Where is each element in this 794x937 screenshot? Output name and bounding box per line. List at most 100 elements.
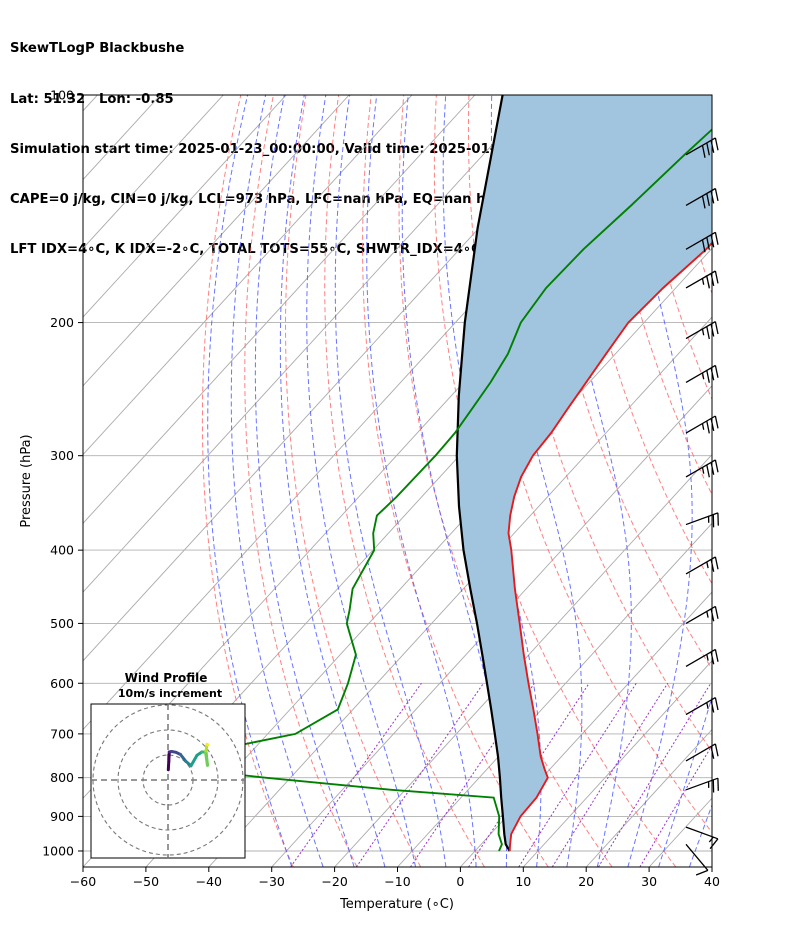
wind-barb-half-flag — [701, 423, 705, 430]
dry-adiabat-line — [244, 95, 358, 867]
dewpoint-line — [161, 128, 712, 852]
wind-barb-flag — [706, 275, 710, 289]
wind-barb-flag — [710, 462, 715, 475]
x-tick-label: 30 — [641, 874, 657, 889]
wind-barb-flag — [710, 234, 715, 248]
mixing-ratio-line — [290, 683, 422, 867]
wind-barb-staff — [685, 364, 716, 383]
axes: −60 −50 −40 −30 −20 −10 0 10 20 30 40 100 200 300 400 5… — [42, 88, 720, 890]
wind-barb-staff — [685, 697, 716, 716]
wind-barb-flag — [714, 649, 719, 662]
mixing-ratio-line — [597, 683, 712, 867]
index-line: LFT IDX=4∘C, K IDX=-2∘C, TOTAL TOTS=55∘C… — [10, 241, 481, 257]
dry-adiabat-line — [762, 95, 794, 867]
hodograph-title: Wind Profile — [125, 671, 208, 685]
isotherm-line — [83, 95, 413, 456]
x-tick-label: −20 — [321, 874, 347, 889]
wind-barb-flag — [710, 699, 715, 713]
wind-barb-staff — [685, 321, 716, 340]
y-tick-label: 100 — [50, 88, 74, 103]
x-tick-label: 0 — [456, 874, 464, 889]
wind-barb-half-flag — [706, 611, 709, 618]
y-tick-label: 300 — [50, 448, 74, 463]
wind-barb-flag — [710, 746, 715, 759]
chart-title: SkewTLogP Blackbushe — [10, 41, 185, 57]
wind-barb-flag — [714, 270, 719, 284]
isotherm-line — [334, 453, 712, 867]
wind-barb-flag — [710, 418, 715, 432]
wind-barb — [685, 843, 709, 876]
y-axis-label: Pressure (hPa) — [19, 434, 34, 527]
wind-barb-flag — [706, 237, 710, 250]
wind-barb-flag — [695, 869, 709, 876]
wind-barb-staff — [685, 743, 716, 762]
moist-adiabat-line — [366, 95, 477, 867]
y-tick-label: 800 — [50, 770, 74, 785]
wind-barb-flag — [710, 651, 715, 665]
wind-barb-staff — [685, 270, 716, 289]
x-tick-label: 10 — [515, 874, 531, 889]
wind-barb-flag — [706, 142, 710, 156]
wind-barb-flag — [710, 559, 715, 572]
wind-barb-flag — [706, 193, 710, 207]
wind-barb-staff — [685, 843, 709, 871]
wind-barb-flag — [714, 188, 719, 202]
isotherm-line — [83, 95, 539, 593]
mixing-ratio-line — [468, 683, 590, 867]
wind-barb-flag — [714, 321, 719, 335]
wind-barb-flag — [709, 838, 719, 850]
moist-adiabat-line — [334, 95, 447, 867]
wind-barb-staff — [685, 459, 716, 478]
wind-barb-staff — [685, 137, 716, 156]
x-tick-label: −60 — [70, 874, 96, 889]
mixing-ratio-line — [639, 744, 712, 867]
isotherm-line — [208, 316, 712, 867]
plot-area — [83, 95, 794, 867]
x-tick-label: −10 — [384, 874, 410, 889]
wind-barb-flag — [701, 195, 706, 209]
dry-adiabat-line — [566, 95, 712, 585]
hodograph-segment — [167, 750, 171, 763]
wind-barb-flag — [714, 365, 719, 378]
wind-barb — [685, 512, 719, 528]
wind-barb — [685, 137, 719, 158]
wind-barb-staff — [685, 605, 716, 624]
hodograph-segment — [189, 753, 199, 768]
isotherm-line — [83, 95, 476, 524]
wind-barb — [685, 556, 719, 575]
x-tick-label: −50 — [133, 874, 159, 889]
wind-barb-staff — [685, 826, 719, 840]
wind-barb — [685, 187, 719, 209]
wind-barb-flag — [710, 367, 715, 381]
temperature-line — [507, 241, 712, 852]
mixing-ratio-line — [355, 683, 484, 867]
mixing-ratio-line — [518, 683, 637, 867]
wind-barb — [685, 697, 719, 716]
wind-barb — [685, 777, 719, 793]
x-tick-label: 40 — [704, 874, 720, 889]
dry-adiabat-line — [201, 95, 294, 867]
x-tick-label: −30 — [259, 874, 285, 889]
wind-barb — [685, 270, 719, 289]
wind-barb — [685, 826, 719, 850]
moist-adiabat-line — [688, 803, 712, 867]
wind-barb-flag — [714, 415, 719, 429]
isotherm-line — [522, 660, 712, 867]
y-tick-label: 400 — [50, 543, 74, 558]
moist-adiabat-line — [254, 95, 355, 867]
y-tick-label: 700 — [50, 726, 74, 741]
wind-barb-flag — [714, 232, 719, 245]
wind-barb-staff — [685, 415, 716, 434]
wind-barb — [685, 743, 719, 762]
moist-adiabat-line — [549, 95, 632, 867]
cin-shading — [456, 95, 712, 851]
wind-barb-staff — [685, 648, 716, 667]
wind-barb-half-flag — [706, 561, 709, 569]
dry-adiabat-line — [730, 95, 794, 867]
parcel-profile-line — [455, 95, 511, 852]
wind-barb-half-flag — [701, 278, 705, 285]
moist-adiabat-line — [207, 95, 293, 867]
wind-barb-flag — [714, 697, 719, 711]
wind-barb-flag — [706, 420, 710, 434]
